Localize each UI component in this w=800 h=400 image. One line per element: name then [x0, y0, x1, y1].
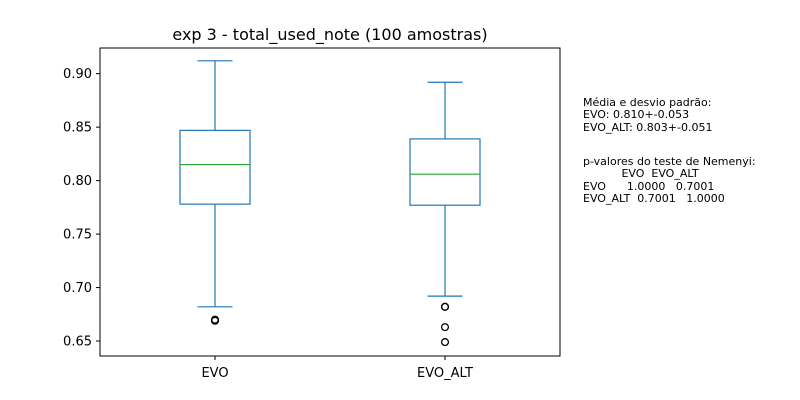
y-tick-label: 0.65	[63, 335, 92, 350]
outlier-evo	[210, 316, 220, 325]
y-tick-label: 0.80	[63, 174, 92, 189]
x-tick-label: EVO	[201, 366, 228, 381]
nemenyi-annotation: p-valores do teste de Nemenyi: EVO EVO_A…	[583, 155, 756, 205]
y-tick-label: 0.70	[63, 281, 92, 296]
y-tick-label: 0.85	[63, 121, 92, 136]
box-evo-alt	[409, 138, 481, 206]
stats-annotation: Média e desvio padrão: EVO: 0.810+-0.053…	[583, 96, 713, 134]
outlier-evo-alt	[440, 338, 450, 347]
outlier-evo-alt	[440, 302, 450, 311]
box-evo	[179, 129, 251, 205]
plot-frame	[99, 47, 561, 357]
y-tick-label: 0.75	[63, 228, 92, 243]
chart-title: exp 3 - total_used_note (100 amostras)	[172, 25, 487, 45]
outlier-evo-alt	[440, 323, 450, 332]
y-tick-label: 0.90	[63, 67, 92, 82]
x-tick-label: EVO_ALT	[417, 366, 473, 381]
